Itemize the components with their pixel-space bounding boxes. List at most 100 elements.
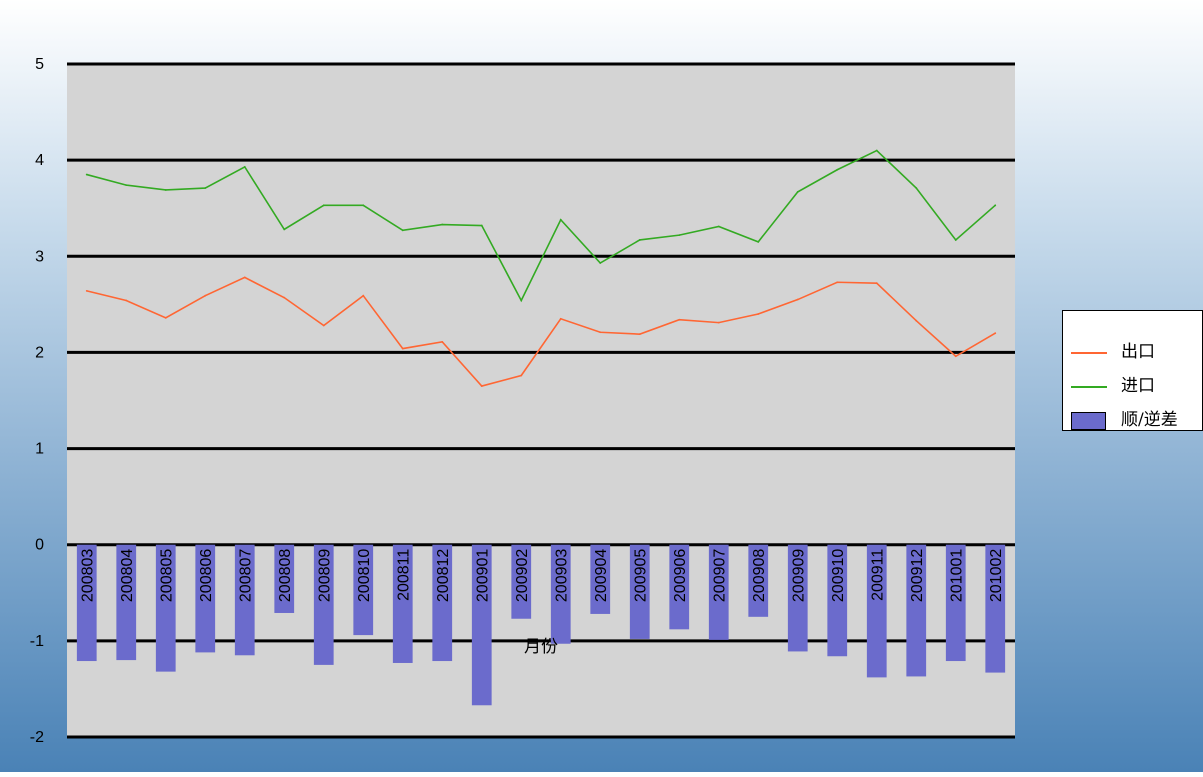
bar-200902: [511, 544, 532, 619]
x-tick-label: 200905: [633, 549, 650, 602]
point-1-200806: [204, 187, 207, 189]
legend-swatch-balance: [1071, 412, 1106, 430]
legend-label-export: 出口: [1121, 342, 1155, 362]
x-tick-label: 200807: [238, 549, 255, 602]
point-1-200811: [401, 229, 404, 232]
x-tick-label: 200803: [80, 549, 97, 602]
bar-200804: [116, 544, 137, 661]
point-1-200904: [599, 262, 602, 264]
legend-swatch-export: [1071, 352, 1107, 354]
point-1-200907: [717, 225, 720, 228]
legend-item-import: 进口: [1063, 375, 1203, 399]
point-1-200809: [322, 204, 325, 207]
point-0-200908: [757, 313, 760, 315]
series-line-1: [86, 149, 996, 303]
x-tick-label: 200904: [593, 549, 610, 602]
point-1-200808: [283, 228, 286, 231]
point-1-200804: [125, 184, 128, 187]
plot-area: [67, 64, 1015, 737]
x-tick-label: 200903: [554, 549, 571, 602]
point-0-200805: [164, 316, 167, 319]
point-1-200902: [520, 299, 523, 302]
point-0-201002: [994, 332, 997, 335]
point-1-200803: [85, 173, 88, 176]
point-1-200911: [875, 149, 878, 152]
x-axis-title: 月份: [524, 637, 558, 656]
point-0-200812: [441, 340, 444, 343]
bar-200911: [866, 544, 887, 678]
bar-200910: [827, 544, 848, 657]
point-0-200910: [836, 281, 839, 284]
point-1-201002: [994, 204, 997, 207]
x-tick-label: 200809: [317, 549, 334, 602]
x-tick-label: 200911: [870, 549, 887, 601]
point-0-200905: [638, 333, 641, 336]
point-0-200901: [480, 385, 483, 387]
bar-200909: [787, 544, 808, 652]
point-0-200808: [283, 296, 286, 299]
point-0-200902: [520, 374, 523, 377]
point-0-200903: [559, 317, 562, 320]
x-tick-label: 200806: [198, 549, 215, 602]
legend-label-balance: 顺/逆差: [1121, 410, 1178, 430]
y-tick-label: -2: [30, 729, 44, 746]
x-tick-label: 200810: [356, 549, 373, 602]
point-1-200812: [441, 223, 444, 226]
x-tick-label: 200906: [672, 549, 689, 602]
bar-201001: [945, 544, 966, 662]
point-0-200904: [599, 331, 602, 334]
point-1-200810: [362, 204, 365, 207]
bar-200812: [432, 544, 453, 662]
legend-item-export: 出口: [1063, 341, 1203, 365]
point-0-200807: [243, 276, 246, 279]
x-tick-label: 200909: [791, 549, 808, 602]
x-tick-label: 200902: [514, 549, 531, 602]
legend-swatch-import: [1071, 386, 1107, 388]
series-line-0: [86, 276, 996, 387]
legend-item-balance: 顺/逆差: [1063, 409, 1203, 433]
bar-200803: [76, 544, 97, 662]
point-1-200906: [678, 234, 681, 237]
bar-200807: [234, 544, 255, 656]
point-0-200811: [401, 347, 404, 350]
x-tick-label: 200910: [830, 549, 847, 602]
bar-201002: [985, 544, 1006, 673]
legend-label-import: 进口: [1121, 376, 1155, 396]
x-tick-label: 200804: [119, 549, 136, 602]
point-1-200908: [757, 240, 760, 243]
y-tick-label: -1: [30, 633, 44, 650]
point-0-200912: [915, 319, 918, 322]
point-1-200909: [796, 190, 799, 193]
point-1-200807: [243, 165, 246, 168]
y-tick-label: 1: [35, 441, 44, 458]
bar-200907: [708, 544, 729, 640]
point-1-200805: [164, 189, 167, 191]
x-tick-label: 200901: [475, 549, 492, 602]
y-tick-label: 3: [35, 248, 44, 265]
point-1-200903: [559, 218, 562, 221]
point-0-200909: [796, 298, 799, 301]
bar-200912: [906, 544, 927, 677]
x-tick-label: 200907: [712, 549, 729, 602]
point-1-200905: [638, 239, 641, 241]
point-0-200806: [204, 294, 207, 297]
x-tick-label: 200912: [909, 549, 926, 602]
x-tick-label: 200812: [435, 549, 452, 602]
bar-200809: [313, 544, 334, 665]
bar-200805: [155, 544, 176, 672]
point-0-200809: [322, 324, 325, 327]
x-tick-label: 200908: [751, 549, 768, 602]
chart-legend: 出口 进口 顺/逆差: [1062, 310, 1203, 431]
y-tick-label: 4: [35, 152, 44, 169]
point-1-200910: [836, 168, 839, 171]
bar-200908: [748, 544, 769, 617]
bar-200808: [274, 544, 295, 613]
x-tick-label: 200811: [396, 549, 413, 601]
bar-200903: [550, 544, 571, 644]
bar-200901: [471, 544, 492, 706]
point-1-200912: [915, 187, 918, 189]
bar-200905: [629, 544, 650, 639]
point-0-201001: [954, 355, 957, 358]
point-0-200906: [678, 318, 681, 321]
